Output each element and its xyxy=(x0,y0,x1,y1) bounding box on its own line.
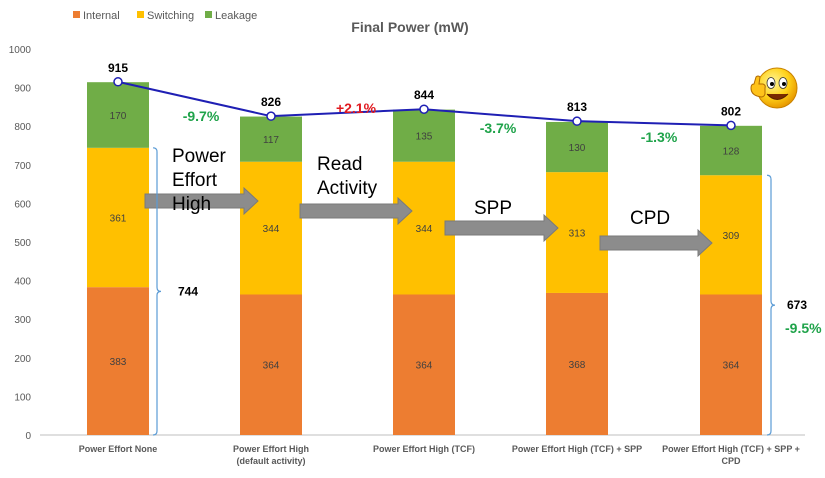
x-category-label: Power Effort High (TCF) xyxy=(373,444,475,454)
x-category-label: CPD xyxy=(721,456,741,466)
step-label: Activity xyxy=(317,178,378,199)
segment-value-label: 364 xyxy=(723,361,740,372)
bar-segment-leakage xyxy=(700,125,762,176)
y-tick-label: 0 xyxy=(25,431,31,442)
total-marker xyxy=(419,104,429,114)
change-labels: -9.7% +2.1% -3.7% -1.3% xyxy=(183,100,678,145)
x-category-label: Power Effort High xyxy=(233,444,309,454)
x-category-label: Power Effort High (TCF) + SPP + xyxy=(662,444,800,454)
segment-value-label: 128 xyxy=(723,147,740,158)
legend: Internal Switching Leakage xyxy=(73,10,257,22)
segment-value-label: 117 xyxy=(263,135,279,146)
bar-segment-switching xyxy=(700,175,762,295)
total-value-label: 844 xyxy=(414,88,434,102)
step-arrow xyxy=(444,213,559,243)
thumbs-up-smiley-icon xyxy=(750,67,798,109)
bar-segment-leakage xyxy=(546,121,608,173)
chart-title: Final Power (mW) xyxy=(351,19,468,35)
step-label: CPD xyxy=(630,208,670,229)
step-label: Effort xyxy=(172,170,218,191)
change-percent-label: -9.7% xyxy=(183,108,220,124)
bracket-line xyxy=(152,147,162,436)
bar-segment-leakage xyxy=(393,109,455,162)
bar-segment-switching xyxy=(87,147,149,288)
y-tick-label: 300 xyxy=(14,315,31,326)
total-marker xyxy=(266,111,276,121)
segment-value-label: 344 xyxy=(263,224,280,235)
legend-label-leakage: Leakage xyxy=(215,10,257,22)
segment-value-label: 130 xyxy=(569,143,586,154)
x-category-label: Power Effort High (TCF) + SPP xyxy=(512,444,642,454)
legend-swatch-leakage xyxy=(205,11,212,18)
total-marker xyxy=(572,116,582,126)
total-marker xyxy=(113,77,123,87)
change-percent-label: -1.3% xyxy=(641,129,678,145)
step-arrow xyxy=(299,196,413,226)
segment-value-label: 170 xyxy=(110,111,127,122)
step-label: SPP xyxy=(474,198,512,219)
bar-segment-internal xyxy=(700,294,762,435)
total-value-label: 802 xyxy=(721,104,741,118)
y-tick-label: 400 xyxy=(14,277,31,288)
change-percent-label: -3.7% xyxy=(480,120,517,136)
y-tick-label: 900 xyxy=(14,84,31,95)
total-value-label: 915 xyxy=(108,61,128,75)
legend-label-internal: Internal xyxy=(83,10,120,22)
bar-segment-internal xyxy=(87,287,149,435)
bar-segment-leakage xyxy=(87,82,149,148)
total-line: 915 826 844 813 802 xyxy=(108,61,741,131)
step-label: High xyxy=(172,194,211,215)
stacked-bars: 383 361 170 364 344 117 364 344 135 368 313 130 364 3… xyxy=(87,82,762,435)
segment-value-label: 313 xyxy=(569,229,586,240)
bar-segment-internal xyxy=(240,294,302,435)
segment-value-label: 364 xyxy=(416,361,433,372)
y-tick-label: 500 xyxy=(14,238,31,249)
bar-segment-leakage xyxy=(240,116,302,162)
legend-label-switching: Switching xyxy=(147,10,194,22)
segment-value-label: 361 xyxy=(110,213,127,224)
step-label: Power xyxy=(172,146,227,167)
segment-value-label: 135 xyxy=(416,132,433,143)
y-tick-label: 700 xyxy=(14,161,31,172)
change-percent-label: +2.1% xyxy=(336,100,377,116)
bar-segment-switching xyxy=(546,172,608,293)
total-value-label: 813 xyxy=(567,100,587,114)
segment-value-label: 364 xyxy=(263,361,280,372)
bracket-line xyxy=(766,174,776,436)
segment-value-label: 344 xyxy=(416,224,433,235)
x-category-label: Power Effort None xyxy=(79,444,158,454)
step-arrows: Power Effort High Read Activity SPP CPD xyxy=(144,146,713,258)
bar-segment-switching xyxy=(240,161,302,295)
y-tick-label: 800 xyxy=(14,122,31,133)
bracket-value-label: 744 xyxy=(178,284,198,298)
bracket-value-label: 673 xyxy=(787,298,807,312)
y-tick-label: 100 xyxy=(14,392,31,403)
bar-segment-internal xyxy=(546,292,608,435)
y-tick-label: 1000 xyxy=(9,45,32,56)
y-tick-label: 600 xyxy=(14,199,31,210)
step-arrow xyxy=(144,186,259,216)
total-value-label: 826 xyxy=(261,95,281,109)
brackets: 744 673 -9.5% xyxy=(152,147,822,436)
legend-swatch-internal xyxy=(73,11,80,18)
x-category-label: (default activity) xyxy=(236,456,305,466)
x-axis-labels: Power Effort None Power Effort High (defau… xyxy=(79,444,800,466)
y-tick-label: 200 xyxy=(14,354,31,365)
step-label: Read xyxy=(317,154,362,175)
bracket-change-label: -9.5% xyxy=(785,320,822,336)
segment-value-label: 368 xyxy=(569,360,586,371)
total-marker xyxy=(726,120,736,131)
legend-swatch-switching xyxy=(137,11,144,18)
step-arrow xyxy=(599,228,713,258)
segment-value-label: 383 xyxy=(110,357,127,368)
segment-value-label: 309 xyxy=(723,231,740,242)
bar-segment-internal xyxy=(393,294,455,435)
